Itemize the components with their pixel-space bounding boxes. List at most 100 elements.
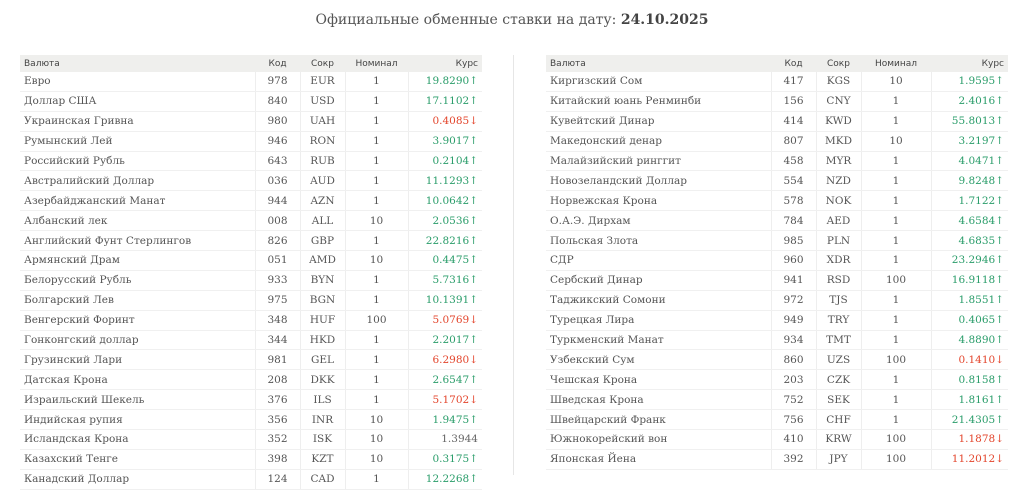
table-row: Узбекский Сум 860 UZS 100 0.1410↓ bbox=[546, 349, 1008, 371]
table-header-row: Валюта Код Сокр Номинал Курс bbox=[546, 55, 1008, 72]
currency-rate-cell: 0.2104↑ bbox=[407, 151, 482, 172]
arrow-up-icon: ↑ bbox=[469, 274, 478, 287]
table-row: Казахский Тенге 398 KZT 10 0.3175↑ bbox=[20, 449, 482, 470]
arrow-down-icon: ↓ bbox=[469, 314, 478, 327]
currency-nominal-cell: 1 bbox=[344, 151, 408, 172]
rate-value: 4.8890 bbox=[958, 334, 996, 347]
arrow-up-icon: ↑ bbox=[995, 373, 1004, 386]
arrow-up-icon: ↑ bbox=[995, 135, 1004, 148]
table-row: Киргизский Сом 417 KGS 10 1.9595↑ bbox=[546, 72, 1008, 92]
table-row: Австралийский Доллар 036 AUD 1 11.1293↑ bbox=[20, 170, 482, 192]
currency-nominal-cell: 1 bbox=[344, 190, 408, 212]
table-divider bbox=[513, 55, 514, 475]
table-row: Туркменский Манат 934 TMT 1 4.8890↑ bbox=[546, 330, 1008, 351]
currency-code-cell: 458 bbox=[770, 151, 816, 172]
currency-rate-cell: 4.6835↑ bbox=[930, 230, 1008, 252]
arrow-up-icon: ↑ bbox=[995, 314, 1004, 327]
currency-rate-cell: 6.2980↓ bbox=[407, 349, 482, 371]
currency-nominal-cell: 1 bbox=[344, 290, 408, 311]
table-row: Болгарский Лев 975 BGN 1 10.1391↑ bbox=[20, 290, 482, 311]
table-row: Южнокорейский вон 410 KRW 100 1.1878↓ bbox=[546, 429, 1008, 450]
table-row: Румынский Лей 946 RON 1 3.9017↑ bbox=[20, 131, 482, 152]
currency-nominal-cell: 1 bbox=[344, 170, 408, 192]
currency-code-cell: 554 bbox=[770, 170, 816, 192]
currency-rate-cell: 4.0471↑ bbox=[930, 151, 1008, 172]
currency-nominal-cell: 100 bbox=[860, 270, 931, 291]
arrow-up-icon: ↑ bbox=[995, 95, 1004, 108]
table-row: О.А.Э. Дирхам 784 AED 1 4.6584↑ bbox=[546, 210, 1008, 232]
arrow-up-icon: ↑ bbox=[995, 334, 1004, 347]
arrow-up-icon: ↑ bbox=[995, 274, 1004, 287]
currency-name-cell: Российский Рубль bbox=[20, 151, 255, 172]
table-row: СДР 960 XDR 1 23.2946↑ bbox=[546, 250, 1008, 271]
currency-rate-cell: 3.2197↑ bbox=[930, 131, 1008, 152]
arrow-down-icon: ↓ bbox=[995, 353, 1004, 366]
table-row: Польская Злота 985 PLN 1 4.6835↑ bbox=[546, 230, 1008, 252]
currency-nominal-cell: 1 bbox=[860, 389, 931, 411]
currency-code-cell: 784 bbox=[770, 210, 816, 232]
currency-nominal-cell: 10 bbox=[860, 72, 931, 92]
currency-nominal-cell: 1 bbox=[344, 270, 408, 291]
currency-rate-cell: 1.8551↑ bbox=[930, 290, 1008, 311]
currency-name-cell: Македонский денар bbox=[546, 131, 771, 152]
rate-value: 10.0642 bbox=[425, 194, 470, 207]
currency-code-cell: 949 bbox=[770, 310, 816, 331]
arrow-up-icon: ↑ bbox=[995, 194, 1004, 207]
currency-abbr-cell: BGN bbox=[299, 290, 345, 311]
currency-nominal-cell: 1 bbox=[344, 111, 408, 132]
currency-nominal-cell: 1 bbox=[344, 349, 408, 371]
currency-code-cell: 344 bbox=[254, 330, 300, 351]
arrow-up-icon: ↑ bbox=[469, 334, 478, 347]
currency-code-cell: 643 bbox=[254, 151, 300, 172]
currency-name-cell: Южнокорейский вон bbox=[546, 429, 771, 450]
page-title-prefix: Официальные обменные ставки на дату: bbox=[315, 12, 617, 28]
currency-nominal-cell: 10 bbox=[344, 210, 408, 232]
table-row: Китайский юань Ренминби 156 CNY 1 2.4016↑ bbox=[546, 91, 1008, 112]
arrow-up-icon: ↑ bbox=[995, 214, 1004, 227]
currency-rate-cell: 2.6547↑ bbox=[407, 369, 482, 391]
currency-code-cell: 376 bbox=[254, 389, 300, 411]
currency-rate-cell: 1.9595↑ bbox=[930, 72, 1008, 92]
currency-name-cell: Румынский Лей bbox=[20, 131, 255, 152]
arrow-up-icon: ↑ bbox=[995, 294, 1004, 307]
currency-abbr-cell: INR bbox=[299, 409, 345, 431]
table-row: Норвежская Крона 578 NOK 1 1.7122↑ bbox=[546, 190, 1008, 212]
arrow-up-icon: ↑ bbox=[995, 254, 1004, 267]
currency-name-cell: Австралийский Доллар bbox=[20, 170, 255, 192]
currency-rate-cell: 2.4016↑ bbox=[930, 91, 1008, 112]
currency-code-cell: 208 bbox=[254, 369, 300, 391]
column-header-abbr: Сокр bbox=[816, 55, 861, 72]
currency-abbr-cell: KWD bbox=[815, 111, 861, 132]
currency-abbr-cell: CAD bbox=[299, 469, 345, 490]
currency-name-cell: Азербайджанский Манат bbox=[20, 190, 255, 212]
table-row: Новозеландский Доллар 554 NZD 1 9.8248↑ bbox=[546, 170, 1008, 192]
currency-nominal-cell: 1 bbox=[344, 369, 408, 391]
currency-abbr-cell: MYR bbox=[815, 151, 861, 172]
currency-nominal-cell: 1 bbox=[860, 91, 931, 112]
table-row: Армянский Драм 051 AMD 10 0.4475↑ bbox=[20, 250, 482, 271]
currency-abbr-cell: UZS bbox=[815, 349, 861, 371]
currency-rate-cell: 1.8161↑ bbox=[930, 389, 1008, 411]
column-header-code: Код bbox=[771, 55, 816, 72]
currency-name-cell: Канадский Доллар bbox=[20, 469, 255, 490]
currency-name-cell: Малайзийский ринггит bbox=[546, 151, 771, 172]
currency-code-cell: 008 bbox=[254, 210, 300, 232]
currency-abbr-cell: PLN bbox=[815, 230, 861, 252]
currency-abbr-cell: RSD bbox=[815, 270, 861, 291]
currency-abbr-cell: RUB bbox=[299, 151, 345, 172]
currency-name-cell: Сербский Динар bbox=[546, 270, 771, 291]
currency-name-cell: Доллар США bbox=[20, 91, 255, 112]
rate-value: 1.8551 bbox=[958, 294, 996, 307]
currency-code-cell: 981 bbox=[254, 349, 300, 371]
currency-name-cell: СДР bbox=[546, 250, 771, 271]
currency-rate-cell: 5.7316↑ bbox=[407, 270, 482, 291]
currency-abbr-cell: ILS bbox=[299, 389, 345, 411]
currency-rate-cell: 19.8290↑ bbox=[407, 72, 482, 92]
currency-name-cell: Исландская Крона bbox=[20, 429, 255, 450]
currency-nominal-cell: 1 bbox=[344, 131, 408, 152]
currency-nominal-cell: 1 bbox=[344, 469, 408, 490]
arrow-up-icon: ↑ bbox=[469, 373, 478, 386]
arrow-up-icon: ↑ bbox=[995, 75, 1004, 88]
currency-nominal-cell: 100 bbox=[860, 449, 931, 470]
currency-code-cell: 348 bbox=[254, 310, 300, 331]
